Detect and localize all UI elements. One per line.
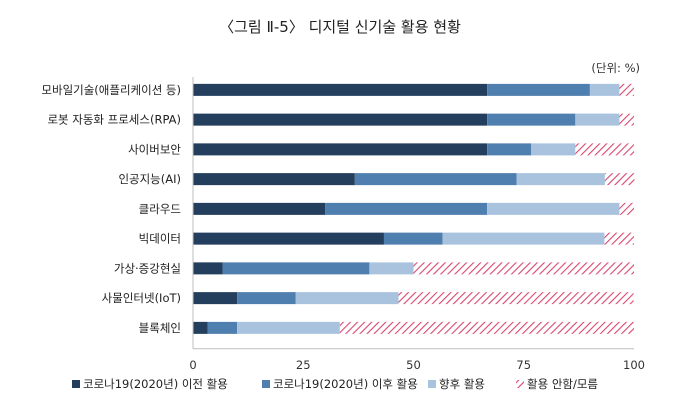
bar-segment-series-2 <box>487 83 590 96</box>
bar-segment-series-3 <box>531 143 576 156</box>
legend-swatch-4 <box>516 380 524 388</box>
bar-segment-series-3 <box>589 83 620 96</box>
bar-segment-series-2 <box>487 143 532 156</box>
bars-layer <box>193 83 635 334</box>
legend-label-4: 활용 안함/모름 <box>527 377 598 391</box>
legend: 코로나19(2020년) 이전 활용 코로나19(2020년) 이후 활용 향후 활… <box>72 377 598 391</box>
bar-segment-series-1 <box>193 143 488 156</box>
bar-segment-series-2 <box>222 262 370 275</box>
category-label: 블록체인 <box>139 321 181 335</box>
x-tick-label: 75 <box>516 358 531 372</box>
bar-segment-series-2 <box>487 113 576 126</box>
category-label: 로봇 자동화 프로세스(RPA) <box>47 113 181 127</box>
category-label: 모바일기술(애플리케이션 등) <box>41 83 181 97</box>
legend-label-1: 코로나19(2020년) 이전 활용 <box>83 377 228 391</box>
bar-segment-series-3 <box>487 202 620 215</box>
category-label: 사이버보안 <box>128 142 181 156</box>
bar-segment-series-3 <box>237 321 340 334</box>
x-tick-label: 25 <box>296 358 311 372</box>
category-label: 사물인터넷(IoT) <box>102 291 181 305</box>
bar-segment-series-4 <box>619 113 634 126</box>
category-label: 빅데이터 <box>139 232 181 246</box>
bar-segment-series-3 <box>516 173 605 186</box>
bar-segment-series-2 <box>237 292 296 305</box>
bar-segment-series-1 <box>193 202 326 215</box>
x-axis: 0 25 50 75 100 <box>189 77 645 372</box>
bar-segment-series-3 <box>369 262 414 275</box>
x-tick-label: 0 <box>189 358 196 372</box>
category-labels: 모바일기술(애플리케이션 등) 로봇 자동화 프로세스(RPA) 사이버보안인공지능… <box>41 83 181 335</box>
bar-segment-series-3 <box>575 113 620 126</box>
unit-label: (단위: %) <box>591 61 640 75</box>
category-label: 가상·증강현실 <box>114 261 181 275</box>
bar-segment-series-2 <box>354 173 517 186</box>
bar-segment-series-4 <box>619 83 634 96</box>
legend-label-2: 코로나19(2020년) 이후 활용 <box>273 377 418 391</box>
bar-segment-series-1 <box>193 83 488 96</box>
bar-segment-series-4 <box>604 173 635 186</box>
category-label: 클라우드 <box>139 202 181 216</box>
bar-segment-series-4 <box>604 232 634 245</box>
bar-segment-series-4 <box>339 321 634 334</box>
bar-segment-series-4 <box>413 262 634 275</box>
bar-segment-series-2 <box>325 202 488 215</box>
bar-segment-series-1 <box>193 262 223 275</box>
legend-label-3: 향후 활용 <box>439 377 485 391</box>
x-tick-label: 100 <box>623 358 645 372</box>
bar-segment-series-3 <box>295 292 399 305</box>
bar-segment-series-1 <box>193 232 384 245</box>
bar-segment-series-2 <box>207 321 238 334</box>
bar-segment-series-1 <box>193 292 238 305</box>
bar-segment-series-1 <box>193 173 355 186</box>
category-label: 인공지능(AI) <box>118 172 181 186</box>
legend-swatch-1 <box>72 380 80 388</box>
bar-segment-series-1 <box>193 321 208 334</box>
bar-segment-series-4 <box>619 202 634 215</box>
chart-title: 〈그림 Ⅱ-5〉 디지털 신기술 활용 현황 <box>219 18 461 36</box>
bar-segment-series-4 <box>575 143 634 156</box>
x-tick-label: 50 <box>406 358 421 372</box>
bar-segment-series-3 <box>442 232 605 245</box>
bar-segment-series-4 <box>398 292 634 305</box>
legend-swatch-3 <box>428 380 436 388</box>
legend-swatch-2 <box>262 380 270 388</box>
bar-segment-series-1 <box>193 113 488 126</box>
bar-segment-series-2 <box>383 232 443 245</box>
